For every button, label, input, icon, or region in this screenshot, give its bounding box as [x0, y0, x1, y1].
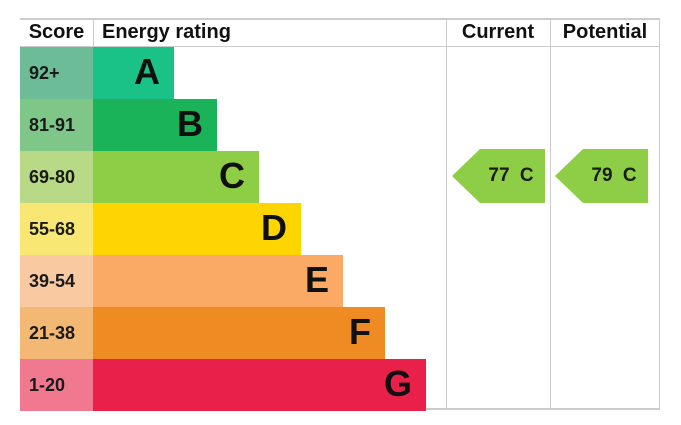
band-bar-c: C [93, 151, 259, 203]
band-rows: 92+ A 81-91 B 69-80 C 55-68 D 39-54 E 21… [20, 47, 446, 411]
epc-table: Score Energy rating Current Potential 92… [20, 18, 660, 411]
current-column-divider [446, 20, 447, 408]
current-rating-arrow: 77 C [452, 149, 545, 203]
score-range-label: 69-80 [20, 151, 93, 203]
score-range-label: 39-54 [20, 255, 93, 307]
potential-column-divider [550, 20, 551, 408]
band-bar-d: D [93, 203, 301, 255]
band-bar-f: F [93, 307, 385, 359]
band-bar-e: E [93, 255, 343, 307]
current-rating-value: 77 C [488, 165, 534, 186]
band-row-d: 55-68 D [20, 203, 446, 255]
potential-rating-arrow: 79 C [555, 149, 648, 203]
score-range-label: 1-20 [20, 359, 93, 411]
potential-rating-value: 79 C [591, 165, 637, 186]
band-bar-b: B [93, 99, 217, 151]
table-header: Score Energy rating Current Potential [20, 20, 659, 47]
band-row-b: 81-91 B [20, 99, 446, 151]
score-range-label: 92+ [20, 47, 93, 99]
band-row-g: 1-20 G [20, 359, 446, 411]
band-row-f: 21-38 F [20, 307, 446, 359]
left-pointing-arrow-icon [555, 149, 648, 203]
score-range-label: 55-68 [20, 203, 93, 255]
band-bar-g: G [93, 359, 426, 411]
score-column-header: Score [28, 21, 85, 43]
current-column-header: Current [461, 21, 535, 43]
band-row-a: 92+ A [20, 47, 446, 99]
band-row-e: 39-54 E [20, 255, 446, 307]
energy-rating-column-header: Energy rating [102, 21, 231, 43]
score-range-label: 81-91 [20, 99, 93, 151]
score-range-label: 21-38 [20, 307, 93, 359]
band-bar-a: A [93, 47, 174, 99]
score-header-divider [93, 20, 94, 47]
band-row-c: 69-80 C [20, 151, 446, 203]
left-pointing-arrow-icon [452, 149, 545, 203]
potential-column-header: Potential [562, 21, 648, 43]
